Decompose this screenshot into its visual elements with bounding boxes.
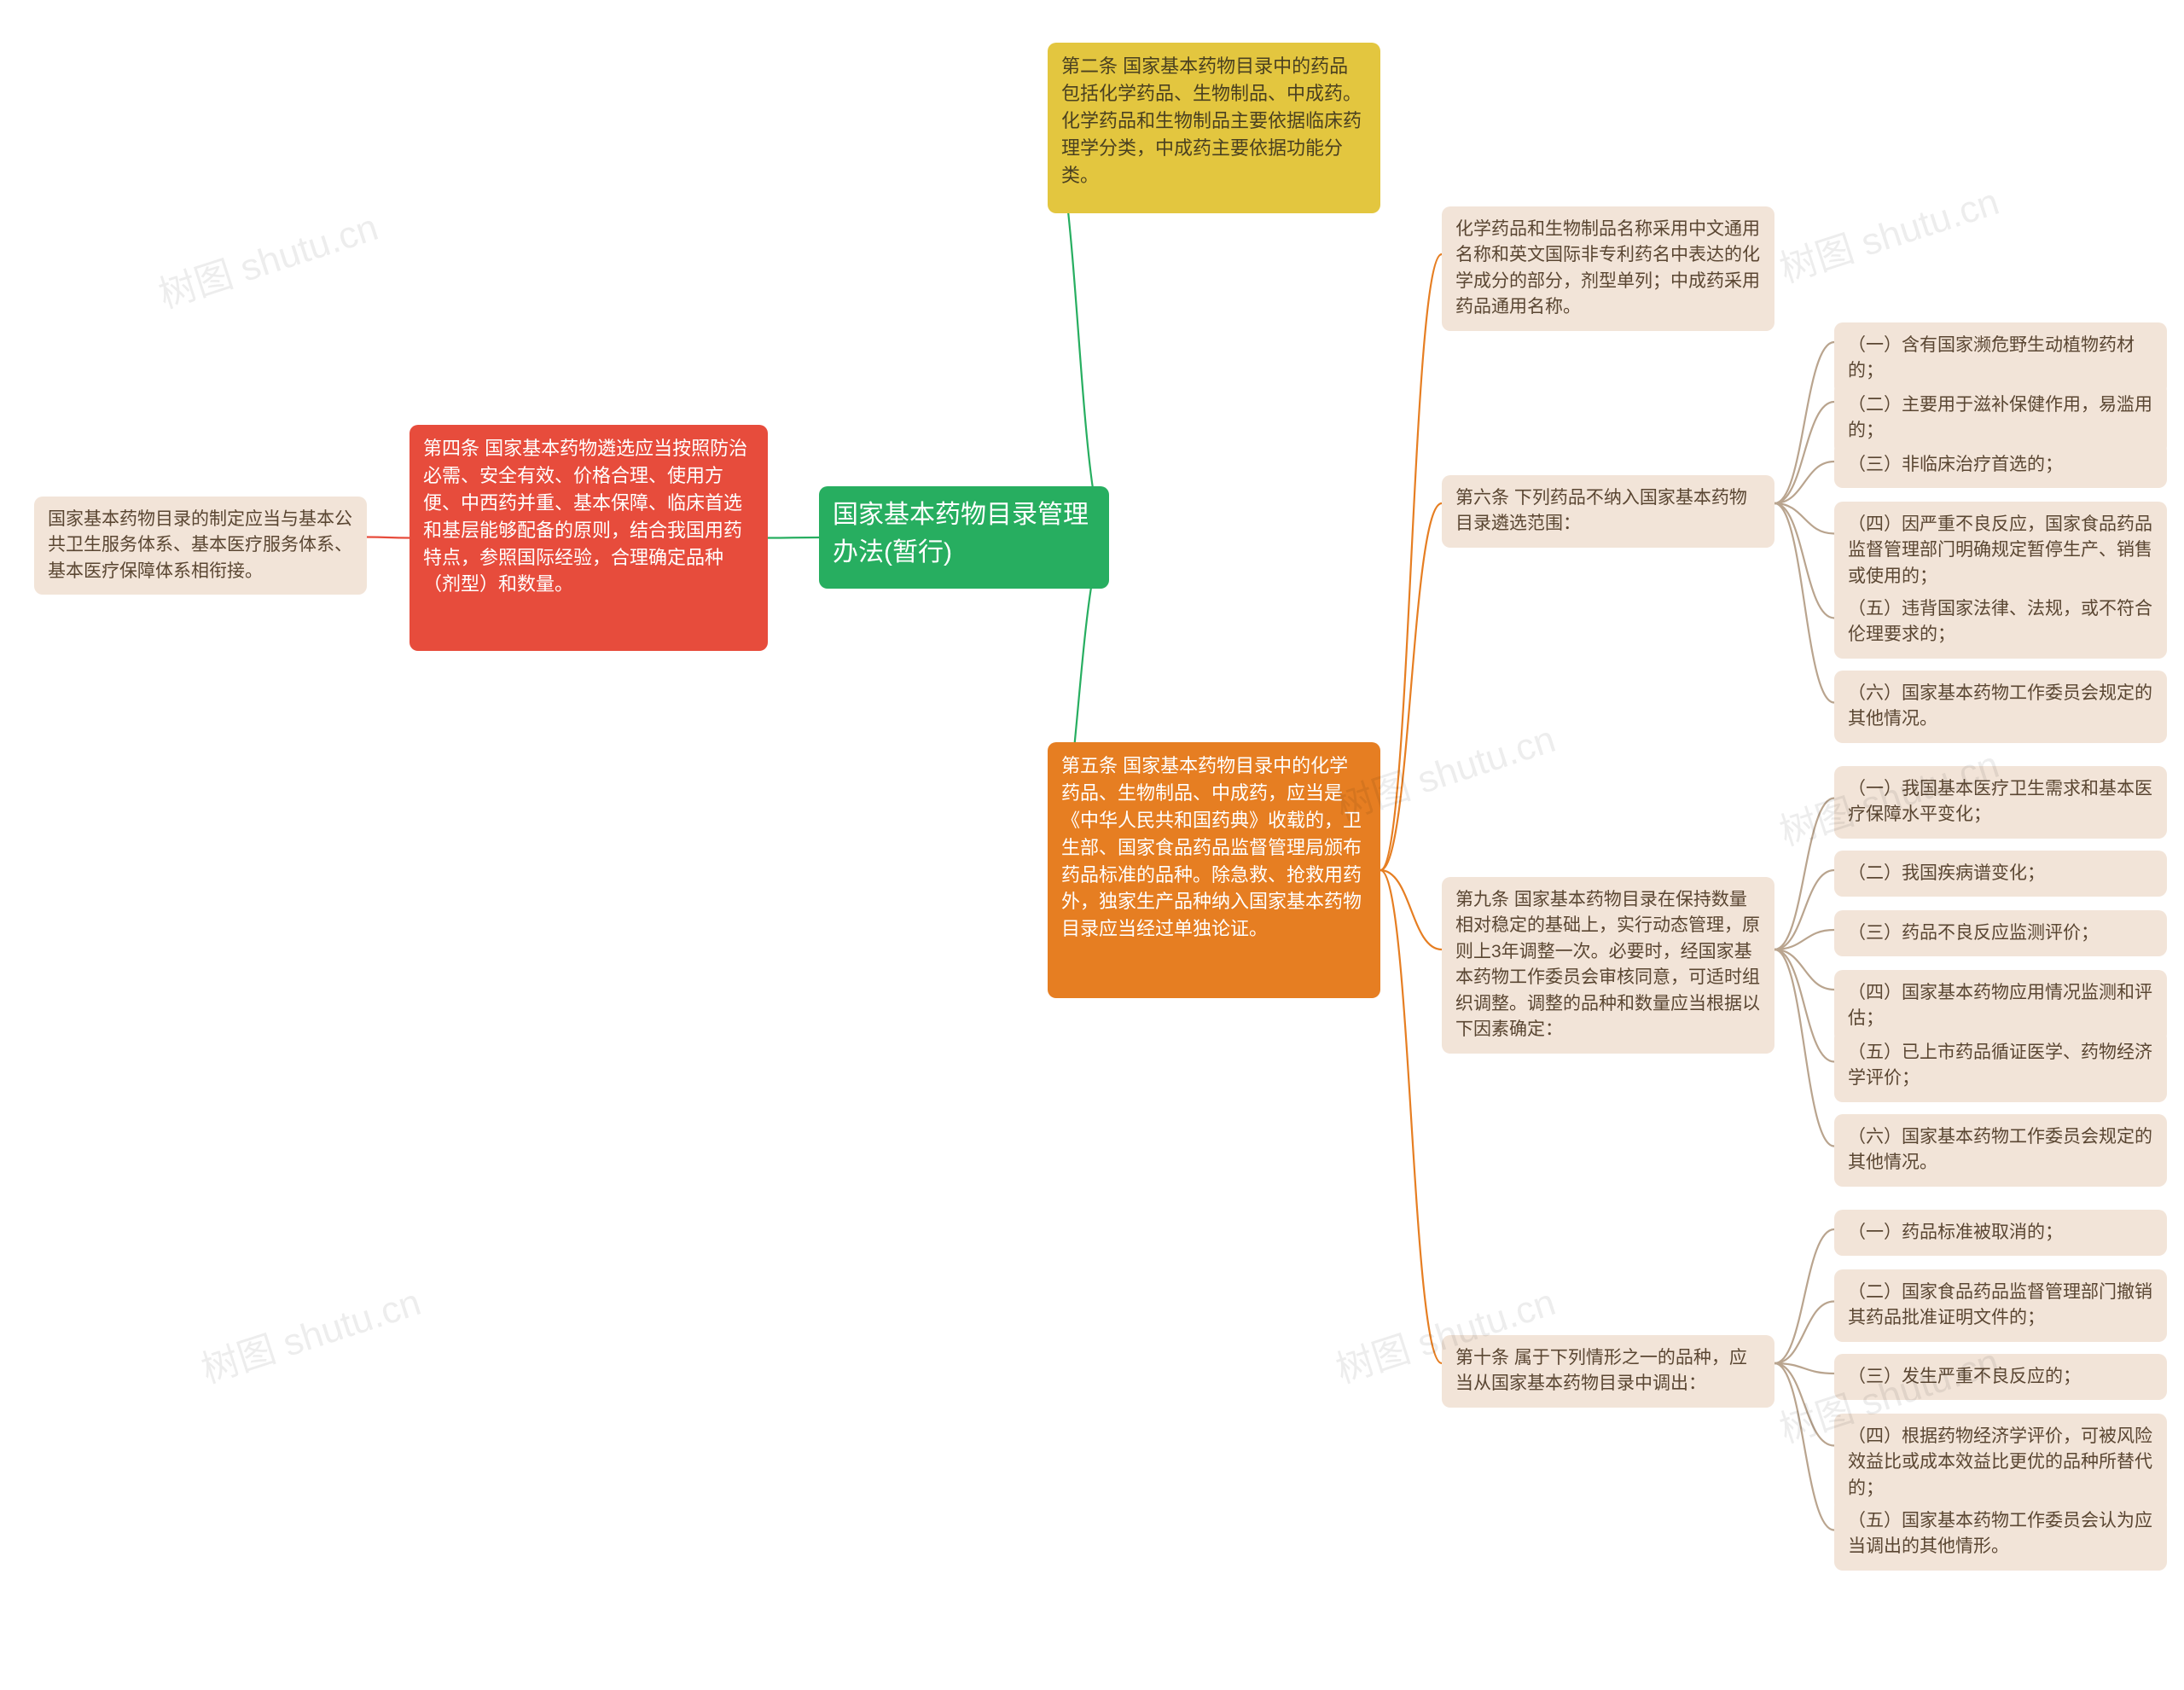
node-a5c2_3: （三）非临床治疗首选的； [1834, 442, 2167, 488]
watermark: 树图 shutu.cn [1772, 171, 2005, 293]
node-a5c4_3: （三）发生严重不良反应的； [1834, 1354, 2167, 1400]
node-a5c1: 化学药品和生物制品名称采用中文通用名称和英文国际非专利药名中表达的化学成分的部分… [1442, 206, 1774, 331]
node-a2: 第二条 国家基本药物目录中的药品包括化学药品、生物制品、中成药。化学药品和生物制… [1048, 43, 1380, 213]
node-a5c2_5: （五）违背国家法律、法规，或不符合伦理要求的； [1834, 586, 2167, 659]
node-a5c2_6: （六）国家基本药物工作委员会规定的其他情况。 [1834, 671, 2167, 743]
node-a5c3_2: （二）我国疾病谱变化； [1834, 851, 2167, 897]
node-a5c4_5: （五）国家基本药物工作委员会认为应当调出的其他情形。 [1834, 1498, 2167, 1571]
node-a5c2: 第六条 下列药品不纳入国家基本药物目录遴选范围： [1442, 475, 1774, 548]
node-a5c4: 第十条 属于下列情形之一的品种，应当从国家基本药物目录中调出： [1442, 1335, 1774, 1408]
node-a5c3_3: （三）药品不良反应监测评价； [1834, 910, 2167, 956]
node-a4c1: 国家基本药物目录的制定应当与基本公共卫生服务体系、基本医疗服务体系、基本医疗保障… [34, 497, 367, 595]
node-a5: 第五条 国家基本药物目录中的化学药品、生物制品、中成药，应当是《中华人民共和国药… [1048, 742, 1380, 998]
root-node: 国家基本药物目录管理办法(暂行) [819, 486, 1109, 589]
node-a4: 第四条 国家基本药物遴选应当按照防治必需、安全有效、价格合理、使用方便、中西药并… [410, 425, 768, 651]
watermark: 树图 shutu.cn [151, 196, 384, 318]
node-a5c3_1: （一）我国基本医疗卫生需求和基本医疗保障水平变化； [1834, 766, 2167, 839]
node-a5c4_1: （一）药品标准被取消的； [1834, 1210, 2167, 1256]
watermark: 树图 shutu.cn [194, 1271, 427, 1393]
node-a5c4_2: （二）国家食品药品监督管理部门撤销其药品批准证明文件的； [1834, 1269, 2167, 1342]
node-a5c3: 第九条 国家基本药物目录在保持数量相对稳定的基础上，实行动态管理，原则上3年调整… [1442, 877, 1774, 1054]
node-a5c3_6: （六）国家基本药物工作委员会规定的其他情况。 [1834, 1114, 2167, 1187]
node-a5c3_5: （五）已上市药品循证医学、药物经济学评价； [1834, 1030, 2167, 1102]
